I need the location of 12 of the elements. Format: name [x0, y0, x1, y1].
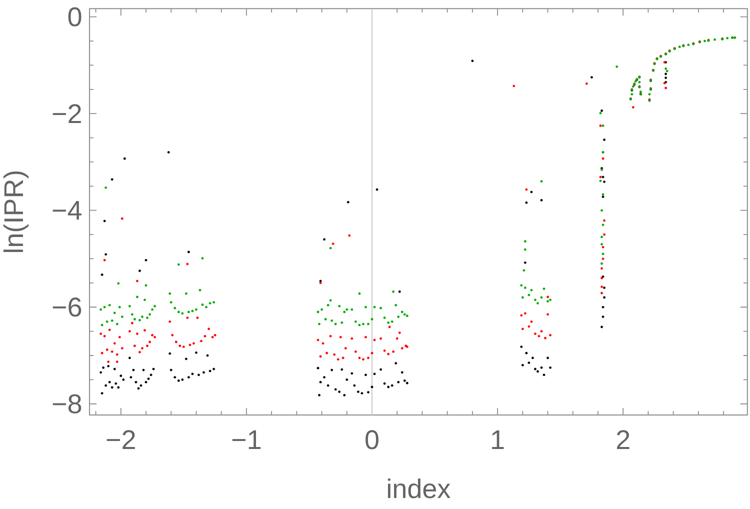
y-tick-label: −4 — [52, 201, 82, 220]
x-tick-label: 1 — [492, 430, 504, 449]
y-axis-title: ln(IPR) — [3, 171, 29, 252]
x-axis-title: index — [388, 478, 450, 498]
x-tick-label: −2 — [106, 430, 135, 449]
y-tick-label: 0 — [68, 7, 82, 26]
y-tick-label: −8 — [52, 394, 82, 414]
y-tick-label: −2 — [52, 104, 81, 124]
x-tick-label: 2 — [616, 430, 630, 449]
y-tick-label: −6 — [52, 298, 82, 317]
x-tick-label: −1 — [232, 430, 261, 449]
x-tick-label: 0 — [366, 430, 378, 450]
